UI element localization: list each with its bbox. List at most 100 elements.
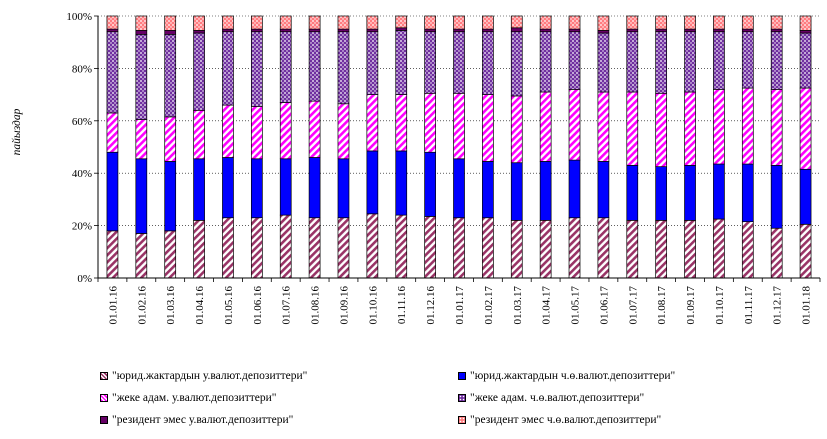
x-tick-label: 01.09.16 [338, 286, 350, 325]
x-tick-label: 01.01.17 [454, 286, 466, 325]
bar-stack [279, 15, 292, 279]
bar-segment [279, 102, 292, 160]
bar-segment [395, 214, 408, 279]
bar-segment [713, 163, 725, 220]
bar-segment [684, 31, 696, 93]
bar-segment [366, 15, 379, 30]
bar-segment [366, 94, 379, 152]
bar-segment [424, 31, 436, 94]
bar-stack [626, 15, 639, 279]
bar-segment [684, 28, 696, 33]
bar-segment [395, 30, 408, 95]
y-tick-label: 20% [72, 221, 92, 233]
bar-segment [482, 15, 494, 30]
bar-segment [424, 92, 436, 153]
bar-stack [539, 15, 552, 279]
bar-segment [279, 31, 292, 103]
bar-segment [539, 31, 552, 93]
bar-segment [250, 28, 263, 33]
bar-segment [799, 15, 812, 31]
bar-segment [539, 161, 552, 221]
bar-stack [193, 15, 205, 279]
bar-segment [337, 31, 350, 105]
bar-segment [453, 92, 465, 160]
axes [97, 16, 821, 282]
bar-segment [597, 15, 610, 31]
bar-segment [222, 157, 234, 219]
bar-segment [597, 32, 610, 93]
bar-stack [395, 15, 408, 279]
bar-segment [106, 28, 119, 33]
bar-segment [510, 15, 523, 29]
y-tick-label: 80% [72, 63, 92, 75]
bar-segment [655, 92, 668, 168]
bar-segment [655, 31, 668, 94]
bar-segment [337, 15, 350, 30]
bar-segment [597, 217, 610, 279]
bar-segment [222, 31, 234, 106]
bar-segment [164, 230, 177, 279]
bar-segment [482, 217, 494, 279]
bar-segment [193, 109, 205, 160]
bar-segment [684, 220, 696, 279]
bar-segment [482, 28, 494, 33]
bar-segment [424, 216, 436, 279]
bar-segment [193, 15, 205, 31]
bar-segment [337, 28, 350, 33]
bar-segment [684, 91, 696, 166]
bar-segment [366, 150, 379, 215]
bar-segment [337, 103, 350, 160]
bar-segment [135, 15, 148, 31]
x-tick-label: 01.10.17 [714, 286, 726, 325]
bar-segment [164, 15, 177, 31]
bar-stack [799, 15, 812, 279]
bar-segment [106, 15, 119, 30]
bar-segment [799, 223, 812, 279]
bar-segment [193, 32, 205, 111]
bar-segment [337, 217, 350, 279]
bar-stack [655, 15, 668, 279]
bar-segment [482, 31, 494, 95]
bar-segment [222, 104, 234, 158]
bar-segment [626, 31, 639, 93]
bar-segment [626, 220, 639, 279]
y-axis-label: пайыздар [10, 108, 23, 155]
bar-segment [395, 15, 408, 29]
bar-segment [395, 150, 408, 216]
x-tick-label: 01.05.16 [223, 286, 235, 325]
bar-segment [568, 89, 581, 161]
bar-stack [366, 15, 379, 279]
bar-segment [770, 28, 783, 33]
bar-stack [250, 15, 263, 279]
bar-segment [799, 87, 812, 170]
bar-stack [684, 15, 696, 279]
bar-segment [135, 158, 148, 234]
bar-stack [106, 15, 119, 279]
bar-segment [770, 15, 783, 30]
bar-segment [510, 31, 523, 97]
bar-segment [106, 112, 119, 153]
bar-stack [308, 15, 321, 279]
bar-segment [106, 230, 119, 279]
x-tick-label: 01.02.17 [483, 286, 495, 325]
x-tick-label: 01.04.16 [194, 286, 206, 325]
bar-stack [164, 15, 177, 279]
x-tick-label: 01.03.16 [165, 286, 177, 325]
bar-segment [597, 161, 610, 219]
bar-segment [135, 33, 148, 120]
bar-segment [164, 33, 177, 118]
bar-stack [453, 15, 465, 279]
bar-segment [713, 31, 725, 90]
bar-segment [770, 31, 783, 90]
bar-stack [713, 15, 725, 279]
bar-segment [741, 87, 754, 165]
x-tick-label: 01.01.18 [801, 286, 813, 325]
bar-segment [655, 220, 668, 279]
x-tick-label: 01.07.16 [281, 286, 293, 325]
bar-segment [626, 28, 639, 33]
bar-segment [250, 15, 263, 30]
bar-segment [135, 233, 148, 279]
bar-segment [539, 220, 552, 279]
bar-segment [193, 220, 205, 279]
bar-segment [770, 164, 783, 229]
